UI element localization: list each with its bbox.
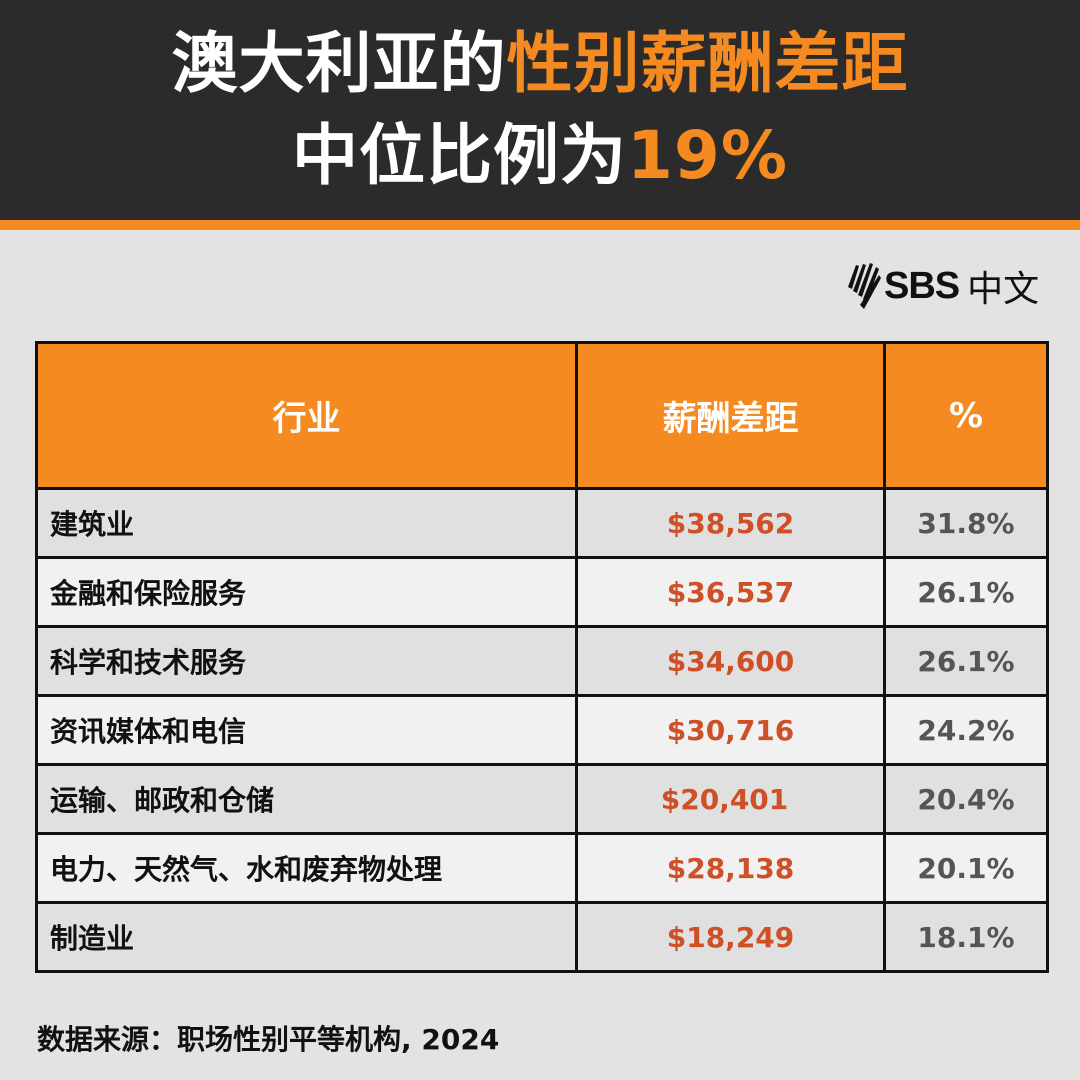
- pay-gap-cell: $38,562: [575, 487, 886, 559]
- column-header-percent: %: [883, 341, 1049, 490]
- column-header-pay-gap: 薪酬差距: [575, 341, 886, 490]
- industry-cell: 金融和保险服务: [35, 556, 578, 628]
- sbs-logo: SBS 中文: [846, 260, 1039, 312]
- pay-gap-cell: $28,138: [575, 832, 886, 904]
- industry-cell: 电力、天然气、水和废弃物处理: [35, 832, 578, 904]
- percent-cell: 31.8%: [883, 487, 1049, 559]
- table-row: 运输、邮政和仓储 $20,401 20.4%: [35, 763, 1049, 835]
- pay-gap-cell: $36,537: [575, 556, 886, 628]
- pay-gap-cell: $34,600: [575, 625, 886, 697]
- orange-divider: [0, 220, 1080, 230]
- title-line-1-white: 澳大利亚的: [171, 25, 507, 102]
- table-row: 制造业 $18,249 18.1%: [35, 901, 1049, 973]
- pay-gap-cell: $30,716: [575, 694, 886, 766]
- logo-brand: SBS: [884, 264, 960, 307]
- industry-cell: 科学和技术服务: [35, 625, 578, 697]
- table-row: 电力、天然气、水和废弃物处理 $28,138 20.1%: [35, 832, 1049, 904]
- table-row: 资讯媒体和电信 $30,716 24.2%: [35, 694, 1049, 766]
- title-line-2-white: 中位比例为: [292, 117, 627, 194]
- industry-cell: 制造业: [35, 901, 578, 973]
- industry-cell: 运输、邮政和仓储: [35, 763, 578, 835]
- percent-cell: 18.1%: [883, 901, 1049, 973]
- title-line-1: 澳大利亚的性别薪酬差距: [172, 18, 909, 110]
- title-line-2: 中位比例为19%: [292, 110, 788, 202]
- title-line-1-highlight: 性别薪酬差距: [506, 25, 909, 102]
- percent-cell: 26.1%: [883, 625, 1049, 697]
- percent-cell: 24.2%: [883, 694, 1049, 766]
- percent-cell: 20.1%: [883, 832, 1049, 904]
- table-row: 科学和技术服务 $34,600 26.1%: [35, 625, 1049, 697]
- sbs-mercator-icon: [846, 261, 882, 311]
- logo-suffix: 中文: [967, 269, 1040, 310]
- percent-cell: 20.4%: [883, 763, 1049, 835]
- pay-gap-table: 行业 薪酬差距 % 建筑业 $38,562 31.8% 金融和保险服务 $36,…: [35, 341, 1049, 973]
- title-line-2-highlight: 19%: [627, 117, 788, 194]
- pay-gap-cell: $18,249: [575, 901, 886, 973]
- data-source-note: 数据来源：职场性别平等机构, 2024: [37, 1023, 500, 1056]
- table-row: 建筑业 $38,562 31.8%: [35, 487, 1049, 559]
- table-row: 金融和保险服务 $36,537 26.1%: [35, 556, 1049, 628]
- column-header-industry: 行业: [35, 341, 578, 490]
- title-banner: 澳大利亚的性别薪酬差距 中位比例为19%: [0, 0, 1080, 220]
- pay-gap-cell: $20,401: [575, 763, 886, 835]
- table-header-row: 行业 薪酬差距 %: [35, 341, 1049, 490]
- industry-cell: 资讯媒体和电信: [35, 694, 578, 766]
- percent-cell: 26.1%: [883, 556, 1049, 628]
- industry-cell: 建筑业: [35, 487, 578, 559]
